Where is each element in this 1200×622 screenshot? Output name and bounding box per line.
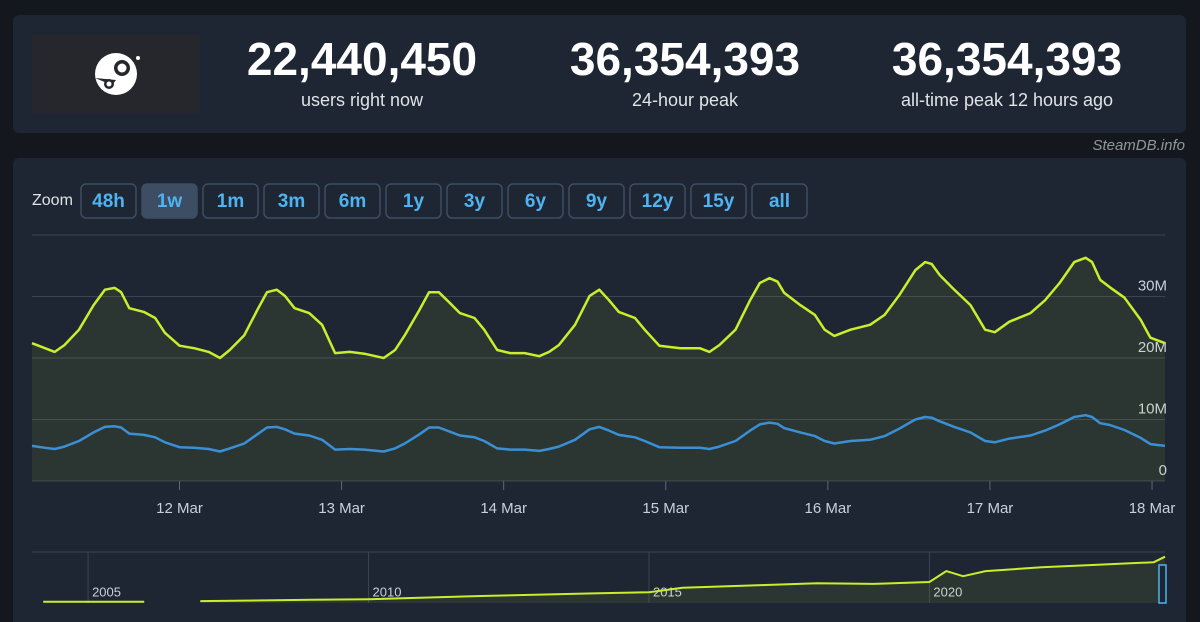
zoom-button[interactable]	[202, 183, 259, 219]
zoom-button[interactable]	[568, 183, 625, 219]
zoom-button-label[interactable]: 48h	[92, 191, 125, 212]
line	[43, 555, 1166, 603]
zoom-button[interactable]	[446, 183, 503, 219]
x-tick-label: 16 Mar	[805, 500, 852, 517]
line	[31, 413, 1166, 453]
x-tick-label: 2005	[92, 584, 121, 599]
zoom-button[interactable]	[507, 183, 564, 219]
area	[32, 257, 1165, 481]
zoom-button[interactable]	[263, 183, 320, 219]
stat-value: 36,354,393	[570, 33, 800, 85]
area	[43, 556, 1166, 603]
x-tick-label: 2020	[933, 584, 962, 599]
stat-label: users right now	[301, 90, 424, 110]
x-tick-label: 14 Mar	[480, 500, 527, 517]
zoom-button-label[interactable]: 1m	[217, 191, 244, 212]
stat-label: 24-hour peak	[632, 90, 739, 110]
zoom-button-label[interactable]: all	[769, 191, 790, 212]
zoom-button[interactable]	[80, 183, 137, 219]
zoom-button-label[interactable]: 3m	[278, 191, 305, 212]
zoom-button-label[interactable]: 1y	[403, 191, 425, 212]
x-tick-label: 18 Mar	[1129, 500, 1176, 517]
stat-label: all-time peak 12 hours ago	[901, 90, 1113, 110]
steam-logo	[95, 53, 140, 95]
navigator-handle[interactable]	[1158, 564, 1167, 604]
y-tick-label: 20M	[1138, 339, 1167, 356]
zoom-button-label[interactable]: 6y	[525, 191, 547, 212]
zoom-button[interactable]	[629, 183, 686, 219]
zoom-button-label[interactable]: 15y	[703, 191, 735, 212]
zoom-button-label[interactable]: 6m	[339, 191, 366, 212]
chart-panel	[13, 158, 1186, 622]
y-tick-label: 10M	[1138, 400, 1167, 417]
x-tick-label: 12 Mar	[156, 500, 203, 517]
stats-panel	[13, 15, 1186, 133]
zoom-button-label[interactable]: 12y	[642, 191, 674, 212]
watermark: SteamDB.info	[1092, 137, 1185, 154]
zoom-button[interactable]	[690, 183, 747, 219]
zoom-button[interactable]	[751, 183, 808, 219]
line	[31, 256, 1166, 360]
zoom-label: Zoom	[32, 192, 73, 209]
stat-value: 22,440,450	[247, 33, 477, 85]
zoom-button[interactable]	[141, 183, 198, 219]
y-tick-label: 0	[1159, 462, 1167, 479]
x-tick-label: 15 Mar	[642, 500, 689, 517]
zoom-button-label[interactable]: 3y	[464, 191, 486, 212]
x-tick-label: 13 Mar	[318, 500, 365, 517]
x-tick-label: 2010	[373, 584, 402, 599]
y-tick-label: 30M	[1138, 277, 1167, 294]
x-tick-label: 17 Mar	[967, 500, 1014, 517]
zoom-button-label[interactable]: 1w	[157, 191, 183, 212]
zoom-button[interactable]	[324, 183, 381, 219]
zoom-button-label[interactable]: 9y	[586, 191, 608, 212]
zoom-button[interactable]	[385, 183, 442, 219]
stat-value: 36,354,393	[892, 33, 1122, 85]
